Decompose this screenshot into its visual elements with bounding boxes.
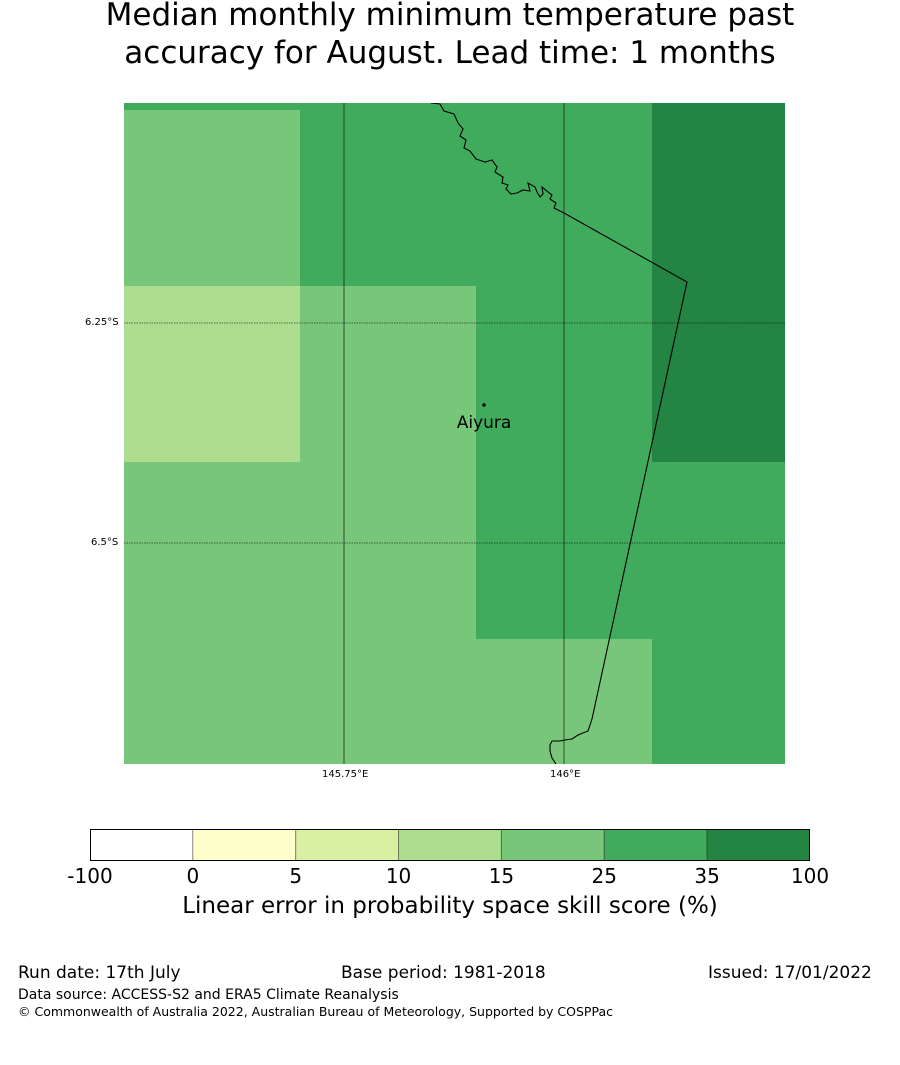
colorbar-tick-label: 25 [591, 864, 618, 888]
colorbar [90, 829, 810, 861]
title-line-2: accuracy for August. Lead time: 1 months [124, 35, 776, 71]
colorbar-tick-label: 10 [385, 864, 412, 888]
colorbar-tick-label: 35 [694, 864, 720, 888]
run-date: Run date: 17th July [18, 963, 181, 983]
colorbar-tick-label: 5 [289, 864, 303, 888]
data-source: Data source: ACCESS-S2 and ERA5 Climate … [18, 987, 399, 1003]
aiyura-marker [482, 403, 486, 407]
colorbar-label: Linear error in probability space skill … [182, 893, 718, 919]
colorbar-segment [398, 829, 502, 861]
lat-label-6-25: 6.25°S [85, 317, 119, 328]
colorbar-tick-label: 100 [790, 864, 830, 888]
lon-label-145-75: 145.75°E [322, 769, 369, 780]
lon-label-146: 146°E [550, 769, 581, 780]
chart-title: Median monthly minimum temperature past … [0, 0, 900, 72]
colorbar-segment [500, 829, 605, 861]
base-period: Base period: 1981-2018 [341, 963, 546, 983]
colorbar-segment [192, 829, 297, 861]
lat-label-6-5: 6.5°S [91, 537, 119, 548]
map-cell [652, 103, 785, 462]
skill-map: Aiyura [124, 103, 785, 764]
colorbar-tick-label: 15 [488, 864, 515, 888]
colorbar-tick-label: 0 [186, 864, 200, 888]
colorbar-segment [295, 829, 400, 861]
aiyura-label: Aiyura [457, 413, 512, 433]
map-cell [124, 286, 300, 462]
copyright: © Commonwealth of Australia 2022, Austra… [18, 1004, 613, 1019]
title-line-1: Median monthly minimum temperature past [105, 0, 795, 33]
map-cell [300, 103, 652, 286]
issued-date: Issued: 17/01/2022 [708, 963, 872, 983]
colorbar-segment [706, 829, 810, 861]
colorbar-segment [90, 829, 194, 861]
map-cell [652, 462, 785, 764]
colorbar-tick-label: -100 [67, 864, 113, 888]
country-border [430, 103, 688, 764]
colorbar-segment [603, 829, 708, 861]
